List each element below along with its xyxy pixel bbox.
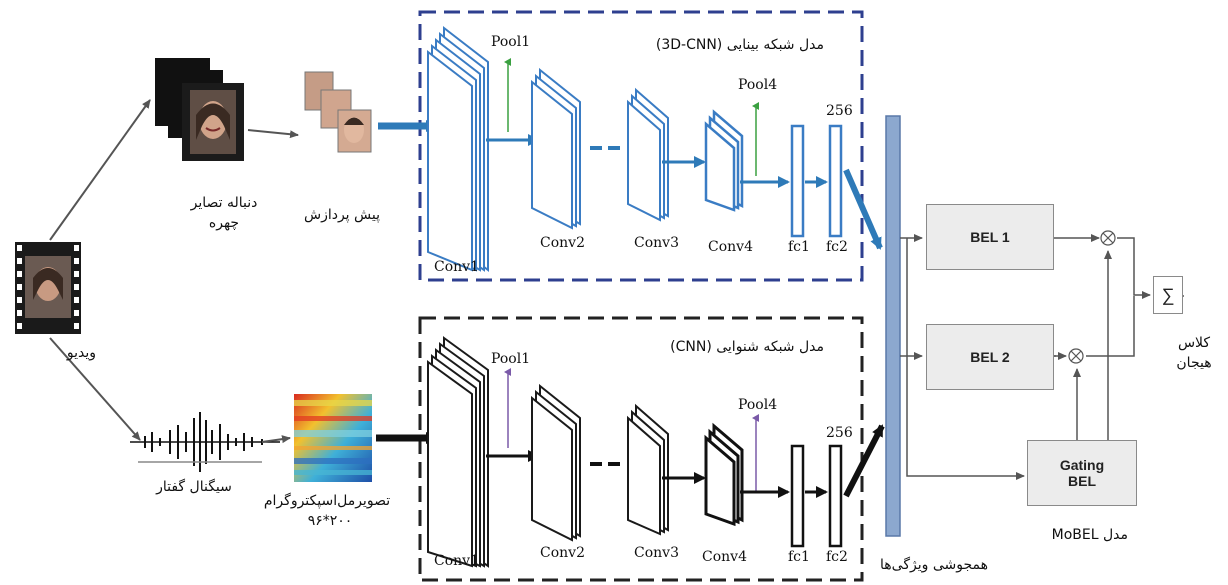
visual-conv3-label: Conv3	[634, 235, 679, 251]
multiply-cross-1b	[1102, 232, 1114, 244]
output-label-line2: هیجان	[1176, 355, 1212, 371]
speech-signal-label: سیگنال گفتار	[156, 479, 232, 495]
audio-pool1-label: Pool1	[491, 351, 531, 367]
audio-conv3-label: Conv3	[634, 545, 679, 561]
face-sequence-images	[155, 58, 244, 161]
spectrogram-label-line1: تصویرمل‌اسپکتروگرام	[263, 493, 391, 509]
audio-conv4-label: Conv4	[702, 549, 747, 565]
visual-pool4-label: Pool4	[738, 77, 778, 93]
bel1-box: BEL 1	[926, 204, 1054, 270]
visual-conv4-block	[704, 109, 744, 212]
gating-bel-box: Gating BEL	[1027, 440, 1137, 506]
visual-model-frame	[418, 10, 864, 282]
visual-conv4-label: Conv4	[708, 239, 753, 255]
preprocessed-faces	[304, 71, 372, 153]
bel2-box: BEL 2	[926, 324, 1054, 390]
visual-pool1-label: Pool1	[491, 34, 531, 50]
feature-fusion-label: همجوشی ویژگی‌ها	[880, 557, 988, 573]
video-to-face-arrow	[49, 99, 151, 241]
audio-conv1-label: Conv1	[434, 553, 479, 569]
visual-fc2-bar	[828, 124, 843, 238]
audio-pool4-label: Pool4	[738, 397, 778, 413]
audio-conv2-block	[531, 383, 581, 542]
audio-conv1-block	[427, 336, 489, 568]
audio-model-title: مدل شبکه شنوایی (CNN)	[670, 339, 824, 355]
feature-fusion-bar	[885, 115, 901, 537]
audio-to-fusion-arrow	[843, 424, 885, 498]
sum-box: ∑	[1153, 276, 1183, 314]
mobel-label: مدل MoBEL	[1051, 527, 1128, 543]
audio-fc2-label: fc2	[826, 549, 848, 565]
visual-fc1-label: fc1	[788, 239, 810, 255]
visual-conv2-label: Conv2	[540, 235, 585, 251]
spectrogram-label-line2: ۲۰۰*۹۶	[307, 513, 353, 529]
audio-fc1-bar	[790, 444, 805, 548]
speech-to-spectrogram-arrow	[261, 435, 291, 444]
audio-conv4-block	[704, 422, 744, 527]
visual-size-label: 256	[826, 103, 853, 119]
visual-fc1-bar	[790, 124, 805, 238]
face-to-preprocess-arrow	[247, 129, 299, 139]
audio-model-frame	[418, 316, 864, 582]
audio-conv3-block	[627, 403, 669, 536]
output-label-line1: کلاس	[1177, 335, 1211, 351]
face-sequence-label-line2: چهره	[208, 215, 240, 231]
visual-to-fusion-arrow	[843, 168, 883, 250]
video-label: ویدیو	[66, 345, 96, 361]
visual-model-title: مدل شبکه بینایی (3D-CNN)	[655, 37, 824, 53]
audio-fc2-bar	[828, 444, 843, 548]
video-to-speech-arrow	[49, 337, 141, 441]
audio-fc1-label: fc1	[788, 549, 810, 565]
visual-conv1-label: Conv1	[434, 259, 479, 275]
preprocess-label: پیش پردازش	[303, 207, 380, 223]
speech-waveform	[130, 412, 280, 472]
multiply-cross-2b	[1070, 350, 1082, 362]
audio-size-label: 256	[826, 425, 853, 441]
audio-conv2-label: Conv2	[540, 545, 585, 561]
visual-conv1-block	[427, 25, 489, 273]
spectrogram-image	[294, 394, 372, 482]
visual-conv2-block	[531, 67, 581, 230]
visual-conv3-block	[627, 87, 669, 222]
mobel-connectors	[900, 234, 1151, 480]
visual-fc2-label: fc2	[826, 239, 848, 255]
video-filmstrip	[15, 242, 81, 334]
face-sequence-label-line1: دنباله تصایر	[190, 195, 258, 211]
